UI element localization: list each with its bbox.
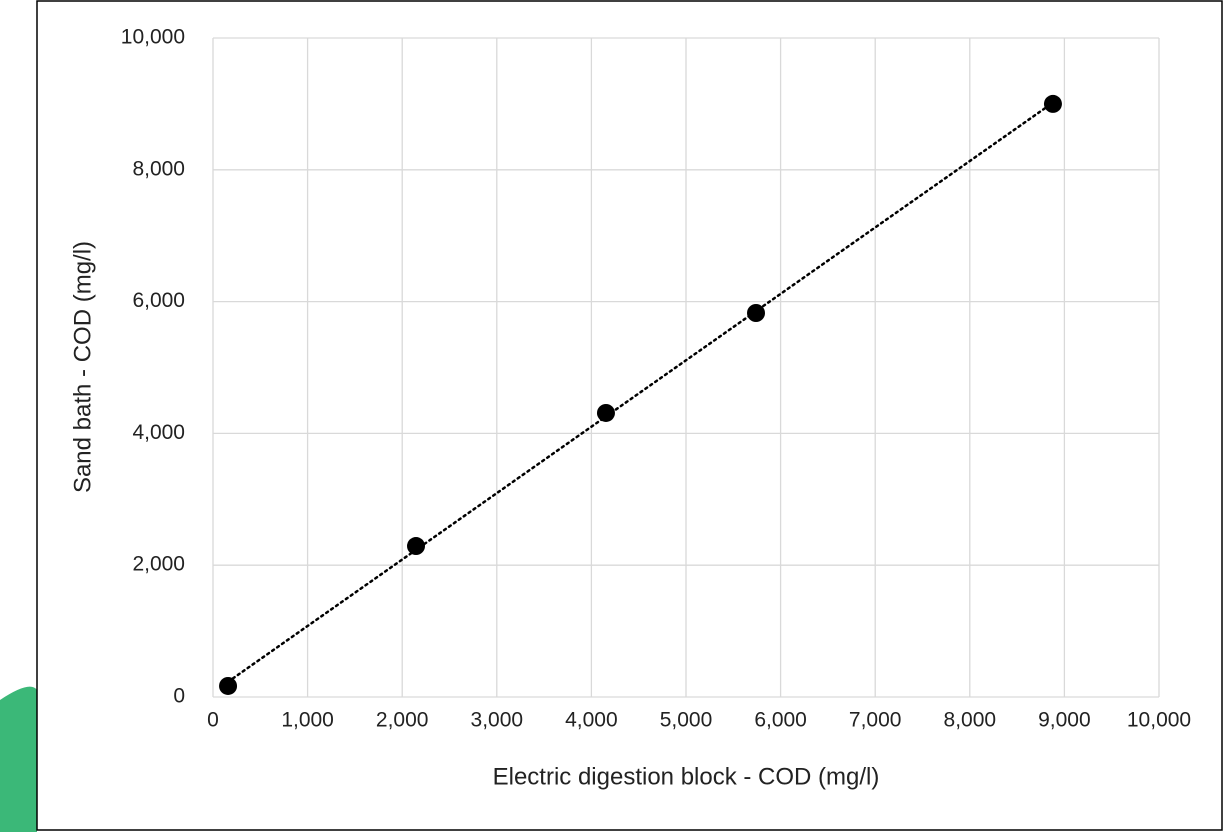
x-tick-label: 0 bbox=[207, 709, 219, 732]
x-tick-label: 10,000 bbox=[1127, 709, 1191, 732]
x-tick-label: 1,000 bbox=[281, 709, 334, 732]
y-tick-label: 2,000 bbox=[132, 553, 185, 576]
chart-frame bbox=[36, 0, 1223, 831]
x-tick-label: 9,000 bbox=[1038, 709, 1091, 732]
y-tick-label: 0 bbox=[173, 685, 185, 708]
data-point bbox=[747, 304, 766, 323]
x-tick-label: 4,000 bbox=[565, 709, 618, 732]
data-point bbox=[219, 676, 238, 695]
data-point bbox=[1043, 94, 1062, 113]
x-tick-label: 6,000 bbox=[754, 709, 807, 732]
y-tick-label: 8,000 bbox=[132, 157, 185, 180]
x-axis-title: Electric digestion block - COD (mg/l) bbox=[493, 763, 880, 790]
data-point bbox=[596, 403, 615, 422]
y-tick-label: 6,000 bbox=[132, 289, 185, 312]
data-point bbox=[407, 537, 426, 556]
y-tick-label: 4,000 bbox=[132, 421, 185, 444]
y-axis-title: Sand bath - COD (mg/l) bbox=[69, 241, 96, 493]
decoration bbox=[0, 686, 37, 832]
x-tick-label: 7,000 bbox=[849, 709, 902, 732]
trendline bbox=[226, 101, 1055, 684]
x-tick-label: 5,000 bbox=[660, 709, 713, 732]
y-tick-label: 10,000 bbox=[121, 26, 185, 49]
x-tick-label: 8,000 bbox=[944, 709, 997, 732]
x-tick-label: 3,000 bbox=[471, 709, 524, 732]
x-tick-label: 2,000 bbox=[376, 709, 429, 732]
